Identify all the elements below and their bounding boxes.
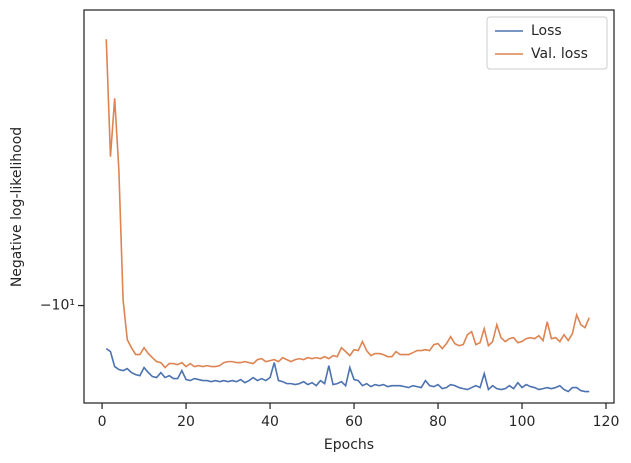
y-tick-label: −10¹ xyxy=(40,298,75,314)
x-tick-label: 60 xyxy=(345,414,363,430)
legend-label: Val. loss xyxy=(531,46,588,62)
x-tick-label: 100 xyxy=(509,414,536,430)
x-tick-label: 20 xyxy=(177,414,195,430)
x-tick-label: 120 xyxy=(593,414,620,430)
axis-frame xyxy=(83,9,615,404)
legend-label: Loss xyxy=(531,23,562,39)
data-line xyxy=(105,39,590,369)
x-tick-label: 40 xyxy=(261,414,279,430)
legend-box xyxy=(486,16,608,70)
x-axis-label: Epochs xyxy=(324,437,374,453)
data-line xyxy=(105,347,590,393)
x-tick-label: 0 xyxy=(98,414,107,430)
y-axis-label: Negative log-likelihood xyxy=(9,127,25,287)
x-tick-label: 80 xyxy=(429,414,447,430)
legend: Loss Val. loss xyxy=(486,16,608,70)
